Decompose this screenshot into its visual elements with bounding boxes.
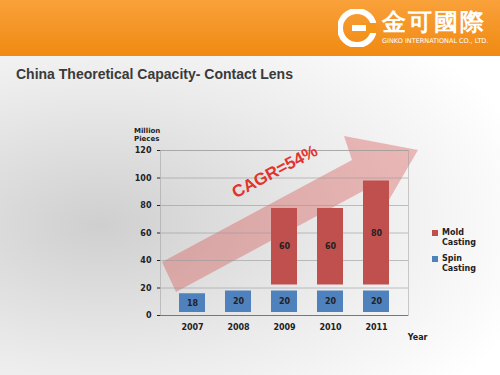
svg-text:2008: 2008 xyxy=(227,323,250,332)
html-text:Million Pieces: Million Pieces xyxy=(134,127,161,143)
svg-text:18: 18 xyxy=(187,299,199,308)
svg-text:0: 0 xyxy=(146,311,152,320)
svg-text:60: 60 xyxy=(279,242,291,251)
html-text:CAGR=54%: CAGR=54% xyxy=(228,141,321,202)
svg-text:Year: Year xyxy=(407,333,428,342)
svg-text:20: 20 xyxy=(371,297,383,306)
svg-text:20: 20 xyxy=(325,297,337,306)
svg-text:2009: 2009 xyxy=(273,323,296,332)
svg-text:80: 80 xyxy=(371,229,383,238)
svg-text:100: 100 xyxy=(135,174,152,183)
html-text:GINKO INTERNATIONAL CO., LTD.: GINKO INTERNATIONAL CO., LTD. xyxy=(382,37,489,45)
svg-text:60: 60 xyxy=(325,242,337,251)
svg-text:120: 120 xyxy=(135,146,152,155)
svg-text:2010: 2010 xyxy=(319,323,342,332)
svg-text:2007: 2007 xyxy=(181,323,203,332)
svg-text:40: 40 xyxy=(140,256,152,265)
svg-text:20: 20 xyxy=(279,297,291,306)
html-text:Spin Casting: Spin Casting xyxy=(442,254,476,273)
html-text:Mold Casting: Mold Casting xyxy=(442,228,476,247)
html-text:金可國際: 金可國際 xyxy=(382,8,486,36)
svg-text:80: 80 xyxy=(140,201,152,210)
svg-text:20: 20 xyxy=(233,297,245,306)
svg-text:2011: 2011 xyxy=(365,323,388,332)
html-text:China Theoretical Capacity- Co: China Theoretical Capacity- Contact Lens xyxy=(16,66,293,82)
svg-text:20: 20 xyxy=(140,284,152,293)
svg-text:60: 60 xyxy=(140,229,152,238)
